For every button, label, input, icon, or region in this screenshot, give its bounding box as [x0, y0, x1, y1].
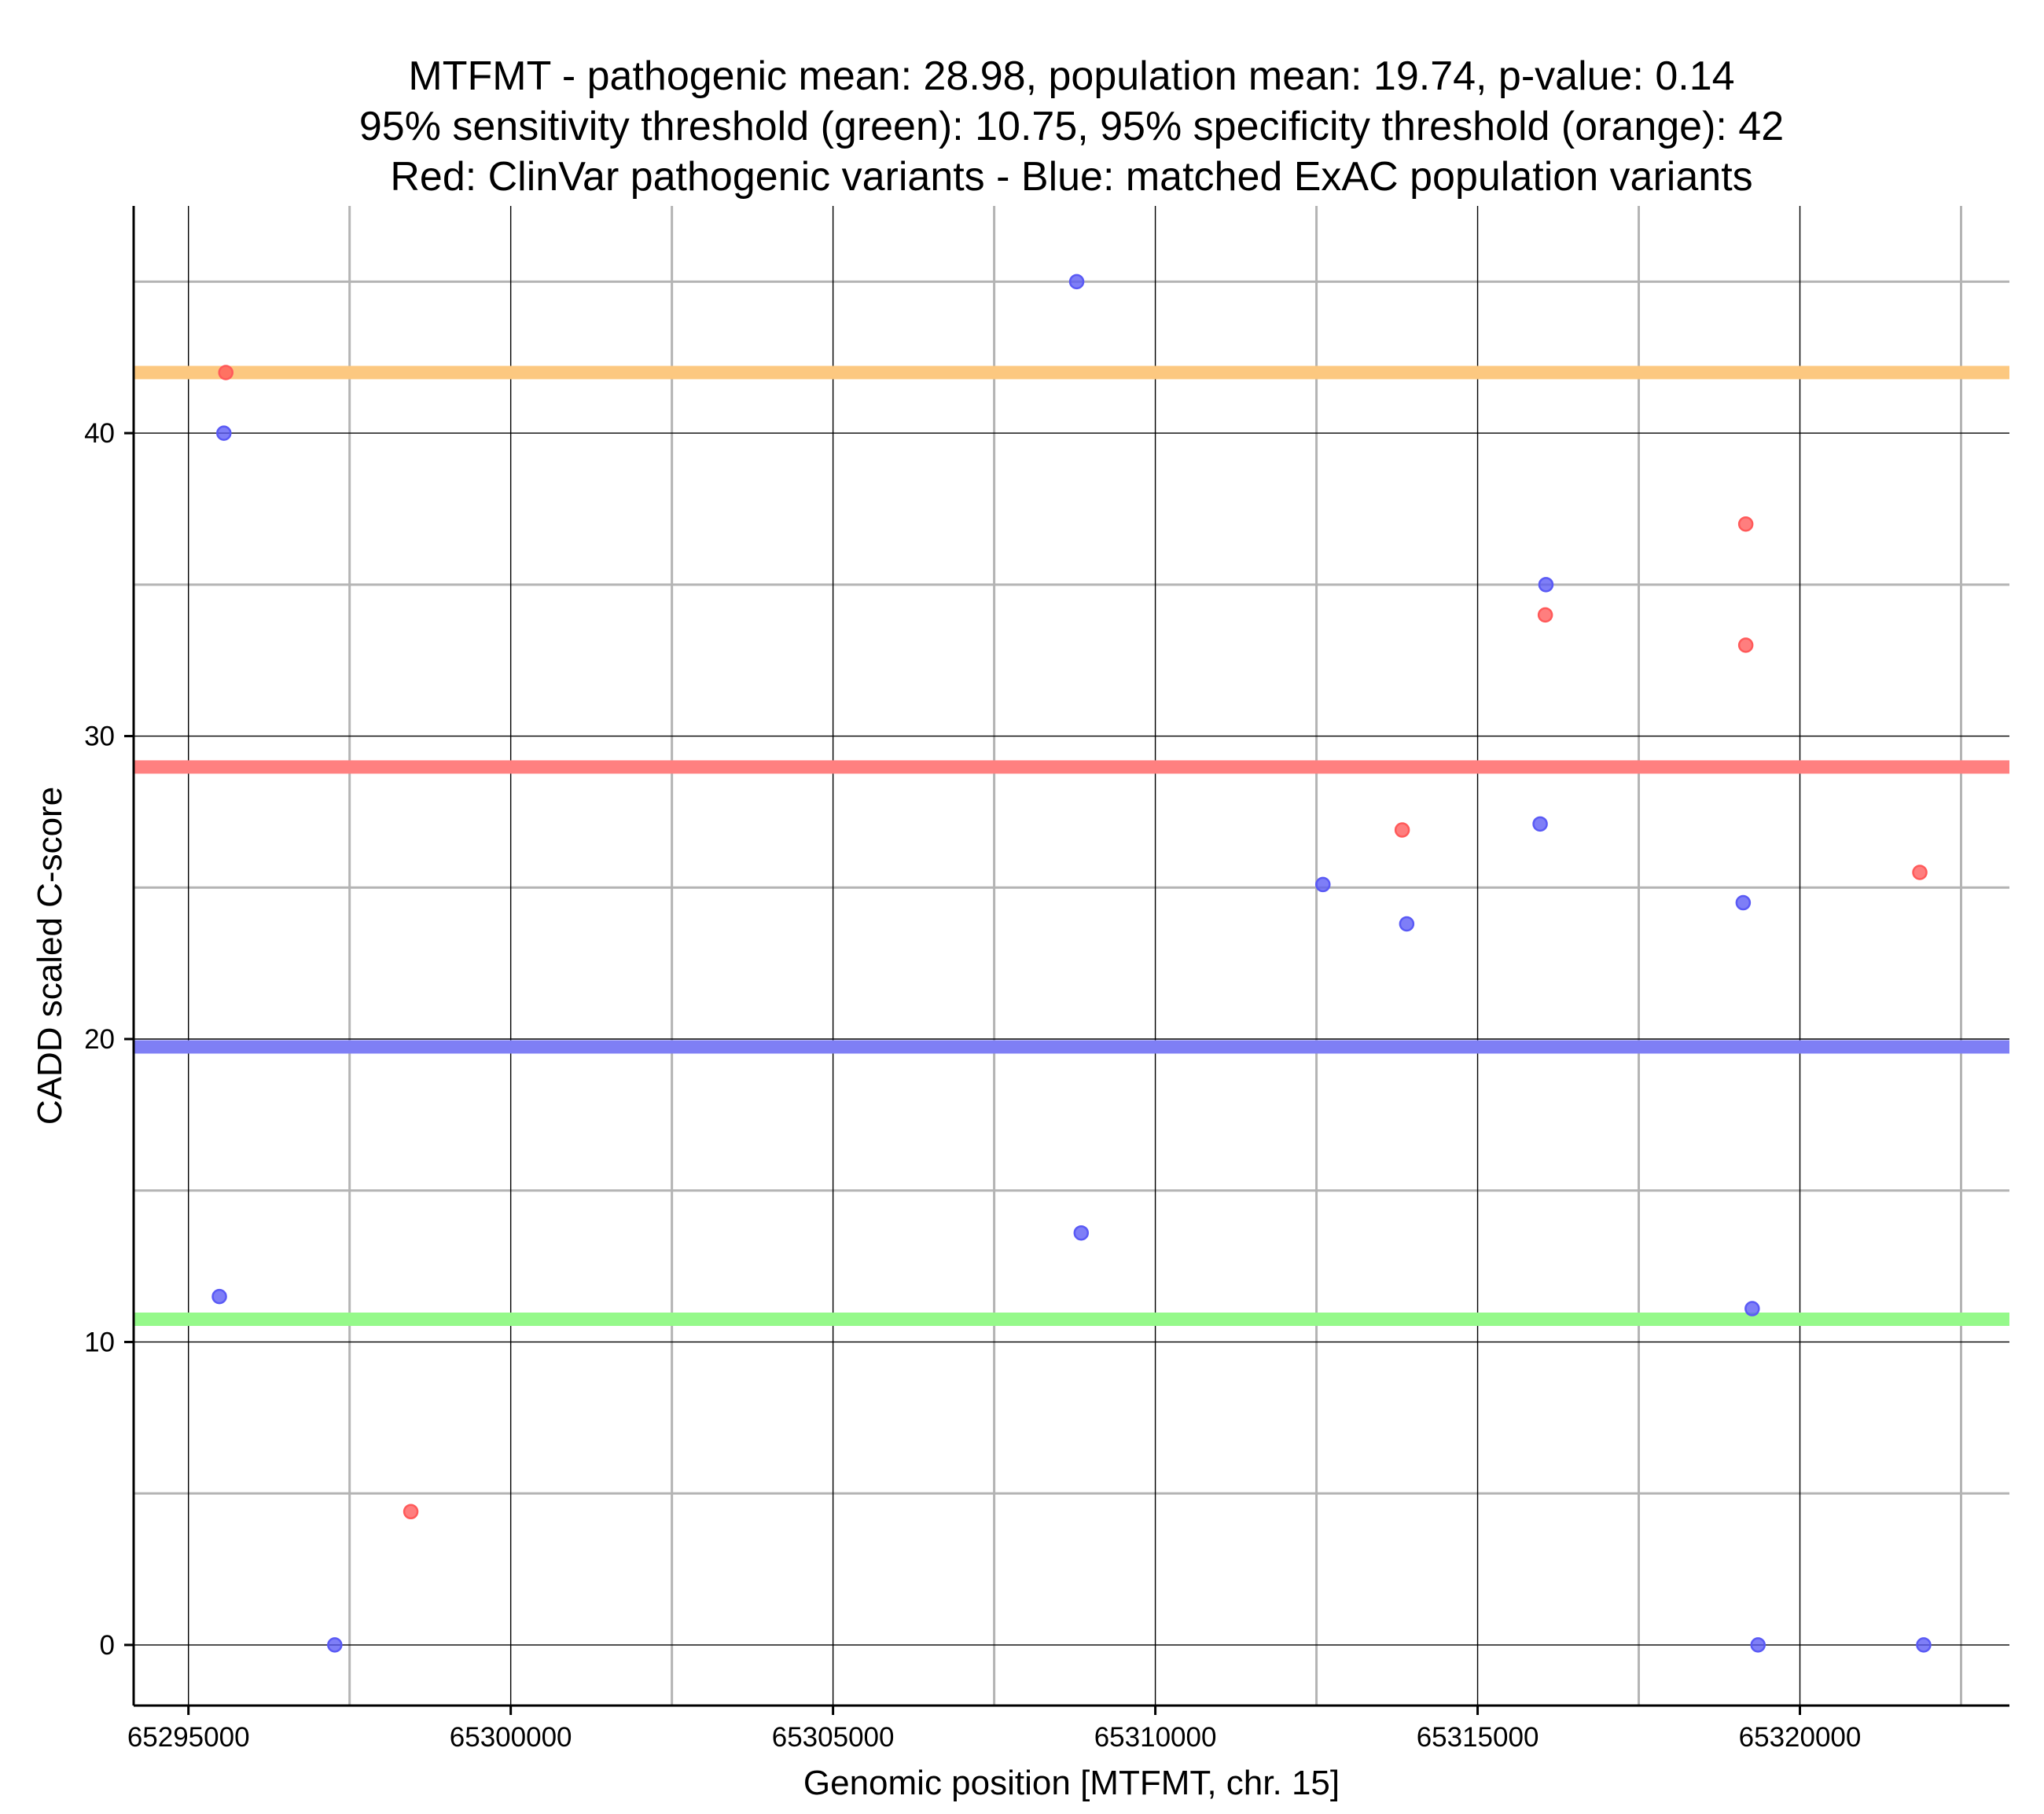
x-axis-ticks: 65295000 65300000 65305000 65310000 65315000…: [127, 1706, 1862, 1753]
point-pathogenic-5: [1737, 637, 1754, 653]
title-line-1: MTFMT - pathogenic mean: 28.98, populati…: [408, 53, 1734, 99]
point-population-8: [1538, 577, 1554, 593]
x-axis-label: Genomic position [MTFMT, chr. 15]: [803, 1764, 1340, 1802]
y-tick-label-3: 30: [84, 722, 115, 752]
point-pathogenic-0: [218, 365, 234, 380]
y-tick-label-0: 0: [100, 1630, 115, 1661]
series-population: [211, 274, 1932, 1653]
title-line-2: 95% sensitivity threshold (green): 10.75…: [359, 104, 1784, 149]
x-tick-label-3: 65310000: [1094, 1722, 1217, 1753]
y-axis-ticks: 0 10 20 30 40: [84, 418, 134, 1661]
title-line-3: Red: ClinVar pathogenic variants - Blue:…: [390, 154, 1752, 200]
y-tick-label-2: 20: [84, 1024, 115, 1055]
point-population-6: [1399, 916, 1415, 932]
axes: [132, 206, 2009, 1707]
y-tick-label-1: 10: [84, 1327, 115, 1357]
y-tick-label-4: 40: [84, 418, 115, 449]
point-population-0: [216, 425, 232, 441]
x-tick-label-2: 65305000: [772, 1722, 895, 1753]
series-pathogenic: [218, 365, 1928, 1520]
point-population-9: [1735, 894, 1752, 911]
x-tick-label-5: 65320000: [1739, 1722, 1862, 1753]
point-population-5: [1315, 876, 1331, 893]
point-population-4: [1073, 1225, 1090, 1241]
point-population-1: [211, 1288, 227, 1305]
point-population-12: [1916, 1637, 1932, 1653]
x-tick-label-4: 65315000: [1417, 1722, 1539, 1753]
point-population-10: [1744, 1301, 1760, 1316]
point-pathogenic-3: [1537, 607, 1553, 623]
point-pathogenic-4: [1737, 516, 1754, 532]
point-pathogenic-1: [403, 1504, 419, 1520]
threshold-lines: [134, 365, 2009, 1327]
point-population-3: [1068, 274, 1085, 290]
point-pathogenic-2: [1394, 822, 1410, 838]
chart-title: MTFMT - pathogenic mean: 28.98, populati…: [359, 53, 1784, 200]
data-points: [211, 274, 1932, 1653]
point-pathogenic-6: [1912, 865, 1928, 880]
x-tick-label-0: 65295000: [127, 1722, 250, 1753]
point-population-2: [327, 1637, 343, 1653]
point-population-7: [1532, 816, 1548, 832]
point-population-11: [1750, 1637, 1766, 1653]
x-tick-label-1: 65300000: [450, 1722, 572, 1753]
major-gridlines: [134, 206, 2009, 1706]
y-axis-label: CADD scaled C-score: [31, 787, 69, 1125]
